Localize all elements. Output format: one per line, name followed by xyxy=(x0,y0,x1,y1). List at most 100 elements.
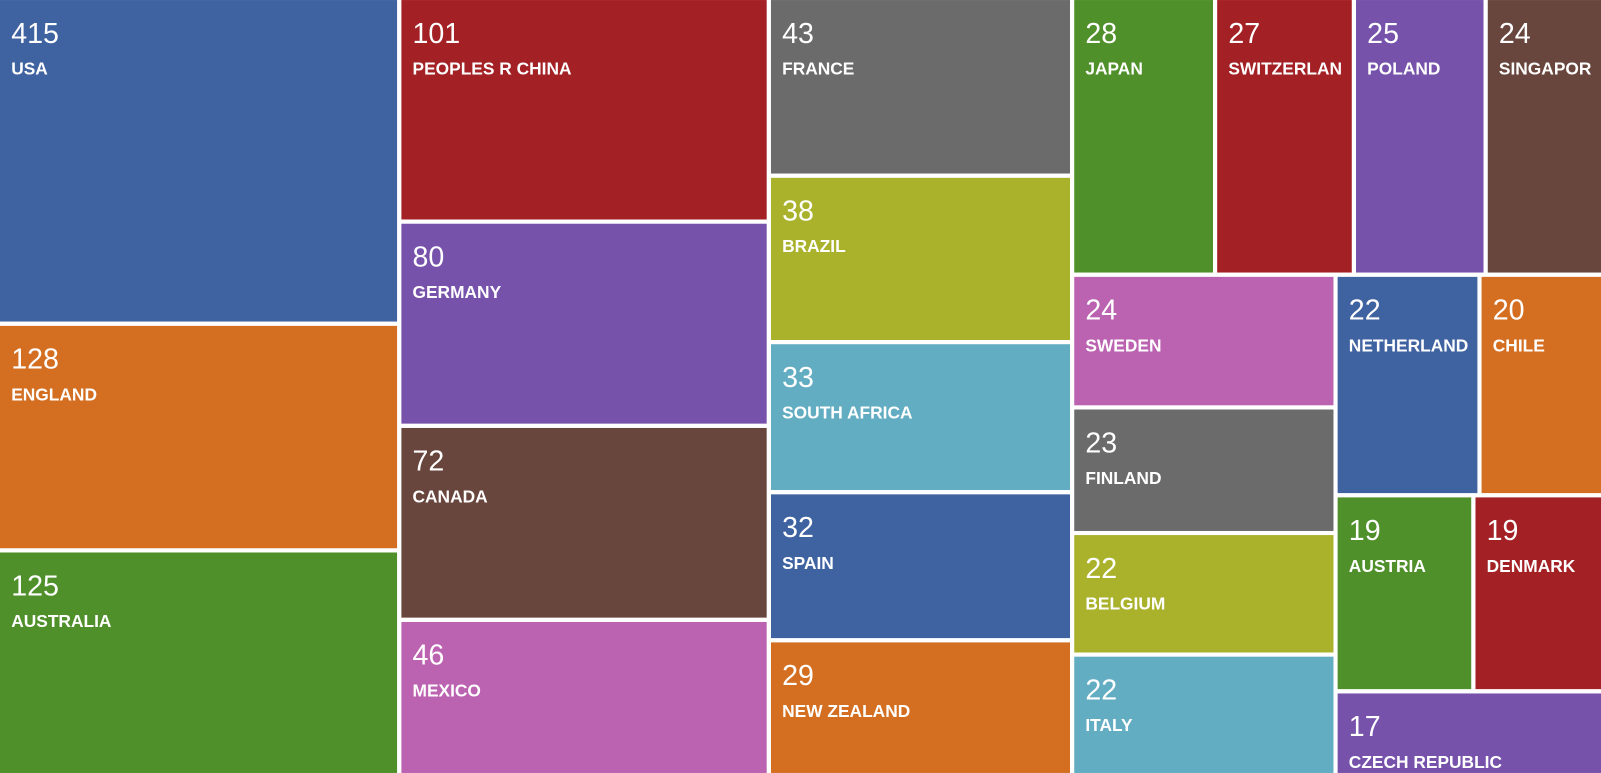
tile: 28 JAPAN xyxy=(1074,0,1214,273)
tile-rect xyxy=(1355,0,1484,273)
tile-rect xyxy=(1074,276,1334,406)
tile-value: 20 xyxy=(1493,295,1525,327)
tile-label: PEOPLES R CHINA xyxy=(413,59,572,79)
tile: 22 ITALY xyxy=(1074,656,1334,773)
tile-value: 22 xyxy=(1085,674,1117,706)
tile-value: 28 xyxy=(1085,18,1117,50)
tile: 32 SPAIN xyxy=(770,494,1071,639)
tile-rect xyxy=(770,0,1071,174)
tile-rect xyxy=(0,552,398,773)
tile: 38 BRAZIL xyxy=(770,177,1071,341)
tile: 19 DENMARK xyxy=(1475,497,1601,690)
tile-value: 19 xyxy=(1349,515,1381,547)
tile-value: 22 xyxy=(1085,553,1117,585)
tile: 19 AUSTRIA xyxy=(1337,497,1472,690)
tile-value: 27 xyxy=(1228,18,1260,50)
tile: 29 NEW ZEALAND xyxy=(770,642,1071,773)
tile-rect xyxy=(1074,409,1334,531)
tile-rect xyxy=(401,621,767,773)
tile-value: 46 xyxy=(413,640,445,672)
tile-rect xyxy=(770,642,1071,773)
tile-value: 17 xyxy=(1349,711,1381,743)
tile: 20 CHILE xyxy=(1481,276,1601,494)
tile-label: SWITZERLAN xyxy=(1228,59,1342,79)
tile-rect xyxy=(401,427,767,618)
tile-value: 22 xyxy=(1349,295,1381,327)
tile-label: MEXICO xyxy=(413,680,481,700)
tile-value: 101 xyxy=(413,18,461,50)
tile-label: JAPAN xyxy=(1085,59,1143,79)
tile-rect xyxy=(1481,276,1601,494)
tile: 23 FINLAND xyxy=(1074,409,1334,531)
tile: 24 SWEDEN xyxy=(1074,276,1334,406)
tile-rect xyxy=(1487,0,1601,273)
tile-value: 415 xyxy=(11,18,59,50)
tile: 72 CANADA xyxy=(401,427,767,618)
tile: 22 BELGIUM xyxy=(1074,535,1334,653)
tile-rect xyxy=(401,223,767,424)
tile-label: ENGLAND xyxy=(11,384,97,404)
tile-rect xyxy=(1475,497,1601,690)
tile-value: 32 xyxy=(782,512,814,544)
tile-value: 29 xyxy=(782,660,814,692)
tile-rect xyxy=(770,344,1071,491)
tile-label: NETHERLAND xyxy=(1349,335,1468,355)
tile-label: BRAZIL xyxy=(782,236,846,256)
tile-label: USA xyxy=(11,59,48,79)
tile: 25 POLAND xyxy=(1355,0,1484,273)
tile-label: SOUTH AFRICA xyxy=(782,403,913,423)
tile-label: NEW ZEALAND xyxy=(782,701,910,721)
tile-rect xyxy=(770,494,1071,639)
tile: 128 ENGLAND xyxy=(0,325,398,549)
tile-rect xyxy=(401,0,767,220)
tile: 43 FRANCE xyxy=(770,0,1071,174)
tile-rect xyxy=(1074,656,1334,773)
tile-label: GERMANY xyxy=(413,282,502,302)
tile-label: AUSTRALIA xyxy=(11,611,112,631)
tile-rect xyxy=(1217,0,1352,273)
tile-value: 43 xyxy=(782,18,814,50)
tile-rect xyxy=(770,177,1071,341)
tile-label: ITALY xyxy=(1085,715,1133,735)
tile-label: FRANCE xyxy=(782,59,854,79)
tile-rect xyxy=(1337,693,1601,773)
tile-value: 72 xyxy=(413,446,445,478)
tile-value: 24 xyxy=(1499,18,1531,50)
tile-value: 128 xyxy=(11,344,59,376)
tile: 415 USA xyxy=(0,0,398,322)
tile-label: CHILE xyxy=(1493,335,1545,355)
tile-value: 125 xyxy=(11,570,59,602)
tile-value: 38 xyxy=(782,196,814,228)
tile-rect xyxy=(1074,0,1214,273)
tile-label: CANADA xyxy=(413,486,489,506)
tile-rect xyxy=(0,0,398,322)
tile: 80 GERMANY xyxy=(401,223,767,424)
tile: 46 MEXICO xyxy=(401,621,767,773)
tile-rect xyxy=(0,325,398,549)
tile-label: BELGIUM xyxy=(1085,594,1165,614)
tile-value: 24 xyxy=(1085,295,1117,327)
tile: 27 SWITZERLAN xyxy=(1217,0,1352,273)
tile: 24 SINGAPOR xyxy=(1487,0,1601,273)
tile-rect xyxy=(1074,535,1334,653)
tile-value: 19 xyxy=(1487,515,1519,547)
tile-label: SINGAPOR xyxy=(1499,59,1592,79)
tile-value: 33 xyxy=(782,362,814,394)
tile: 22 NETHERLAND xyxy=(1337,276,1478,494)
tile-label: AUSTRIA xyxy=(1349,556,1427,576)
tile-label: SWEDEN xyxy=(1085,335,1161,355)
tile-value: 25 xyxy=(1367,18,1399,50)
tile: 33 SOUTH AFRICA xyxy=(770,344,1071,491)
tile-label: CZECH REPUBLIC xyxy=(1349,752,1503,772)
tile-rect xyxy=(1337,276,1478,494)
tile-label: POLAND xyxy=(1367,59,1440,79)
tile-label: FINLAND xyxy=(1085,468,1161,488)
tile-label: DENMARK xyxy=(1487,556,1576,576)
tile: 17 CZECH REPUBLIC xyxy=(1337,693,1601,773)
tile: 101 PEOPLES R CHINA xyxy=(401,0,767,220)
tile-rect xyxy=(1337,497,1472,690)
tile-value: 23 xyxy=(1085,427,1117,459)
tile-label: SPAIN xyxy=(782,553,834,573)
